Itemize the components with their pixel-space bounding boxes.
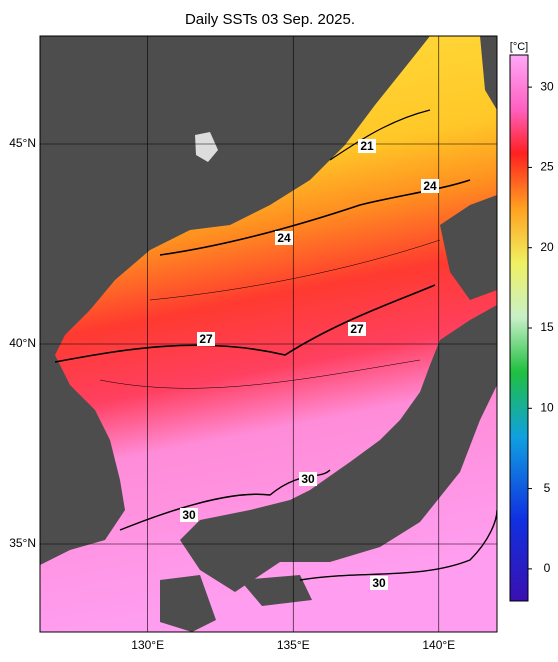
map-area [40, 36, 497, 632]
plot-frame [39, 35, 498, 633]
contour-label-box [421, 179, 439, 193]
contour-label-box [358, 139, 376, 153]
contour-label: 27 [199, 332, 213, 346]
x-tick-label: 140°E [422, 638, 455, 652]
land [40, 36, 497, 632]
contour-label-box [180, 508, 198, 522]
colorbar-unit: [°C] [510, 41, 528, 53]
colorbar-tick-label: 0 [544, 561, 551, 575]
contour-label: 30 [372, 576, 386, 590]
contour-label-box [370, 576, 388, 590]
contour-label: 21 [360, 139, 374, 153]
colorbar-tick-label: 20 [540, 240, 554, 254]
contour-label-box [299, 472, 317, 486]
x-tick-label: 135°E [277, 638, 310, 652]
y-tick-label: 40°N [9, 336, 36, 350]
colorbar [509, 54, 529, 602]
y-tick-label: 35°N [9, 536, 36, 550]
y-tick-label: 45°N [9, 136, 36, 150]
colorbar-tick-label: 25 [540, 160, 554, 174]
contour-label: 24 [277, 231, 291, 245]
contour-label: 30 [301, 472, 315, 486]
contour-label-box [348, 322, 366, 336]
colorbar-tick-label: 5 [544, 481, 551, 495]
colorbar-tick-label: 30 [540, 79, 554, 93]
colorbar-tick-label: 10 [540, 400, 554, 414]
colorbar-tick-label: 15 [540, 320, 554, 334]
contour-label: 27 [350, 322, 364, 336]
contour-label: 24 [423, 179, 437, 193]
contour-label: 30 [182, 508, 196, 522]
contour-label-box [275, 231, 293, 245]
title: Daily SSTs 03 Sep. 2025. [185, 11, 355, 28]
x-tick-label: 130°E [131, 638, 164, 652]
contour-label-box [197, 332, 215, 346]
